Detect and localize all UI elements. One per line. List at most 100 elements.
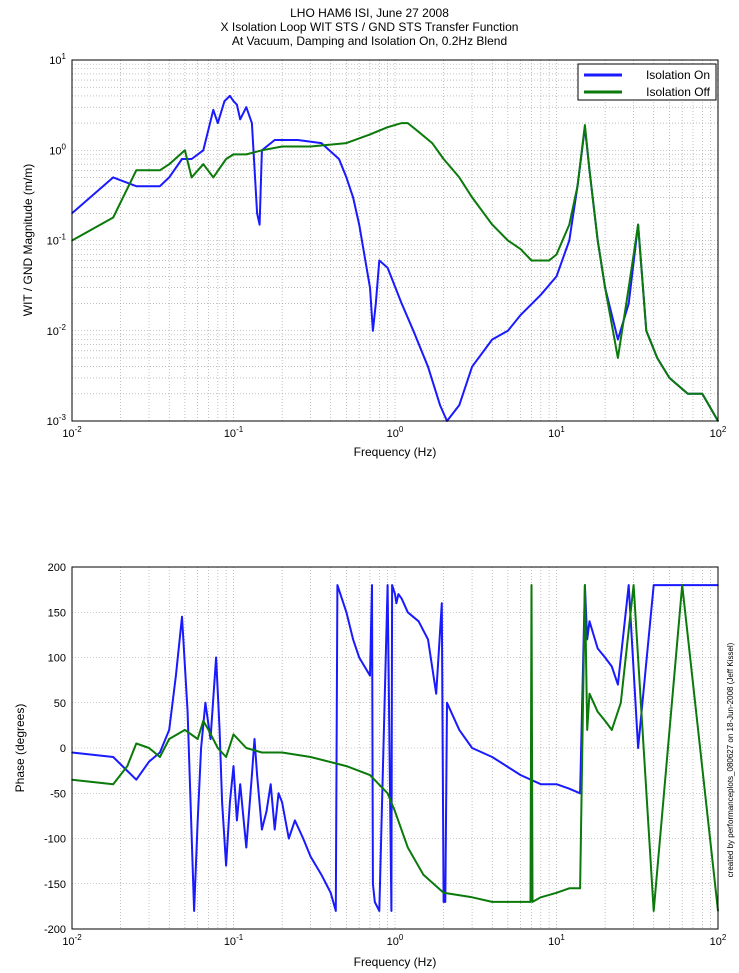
magnitude-point-isolation-off xyxy=(400,122,403,124)
phase-point-isolation-on xyxy=(386,584,389,586)
phase-point-isolation-on xyxy=(112,756,114,758)
magnitude-point-isolation-off xyxy=(540,259,542,262)
phase-point-isolation-on xyxy=(148,760,150,763)
magnitude-point-isolation-on xyxy=(378,259,381,262)
phase-point-isolation-off xyxy=(281,751,283,754)
phase-point-isolation-on xyxy=(256,774,258,776)
magnitude-x-tick-label: 100 xyxy=(387,425,404,440)
phase-point-isolation-off xyxy=(309,756,312,758)
magnitude-point-isolation-on xyxy=(375,302,377,305)
magnitude-point-isolation-on xyxy=(439,404,441,406)
magnitude-point-isolation-off xyxy=(458,176,461,179)
phase-point-isolation-off xyxy=(529,901,532,903)
phase-point-isolation-on xyxy=(181,616,183,618)
phase-point-isolation-off xyxy=(135,742,138,745)
magnitude-point-isolation-off xyxy=(369,133,371,136)
phase-point-isolation-on xyxy=(568,787,571,790)
magnitude-point-isolation-off xyxy=(617,357,619,359)
magnitude-point-isolation-off xyxy=(668,377,671,379)
phase-point-isolation-on xyxy=(391,584,393,586)
magnitude-point-isolation-on xyxy=(540,294,542,296)
phase-plot: 10-2 10-1 100 101 102 -200 -150 -100 -50 0 50 100 15… xyxy=(13,562,727,969)
phase-point-isolation-on xyxy=(168,729,170,731)
phase-point-isolation-off xyxy=(579,887,581,890)
phase-point-isolation-on xyxy=(320,873,323,876)
phase-point-isolation-on xyxy=(239,783,241,785)
phase-point-isolation-off xyxy=(369,774,371,776)
magnitude-point-isolation-off xyxy=(159,169,161,172)
phase-point-isolation-on xyxy=(232,765,235,767)
magnitude-point-isolation-on xyxy=(338,158,340,160)
phase-point-isolation-on xyxy=(395,602,398,604)
phase-point-isolation-off xyxy=(568,887,571,890)
phase-x-tick-label: 100 xyxy=(387,933,404,948)
phase-point-isolation-on xyxy=(277,792,280,795)
phase-point-isolation-off xyxy=(422,873,425,876)
phase-point-isolation-on xyxy=(352,638,354,641)
magnitude-x-tick-label: 101 xyxy=(548,425,565,440)
phase-point-isolation-off xyxy=(184,729,186,731)
phase-point-isolation-on xyxy=(400,597,403,600)
phase-point-isolation-on xyxy=(204,702,207,704)
magnitude-point-isolation-on xyxy=(245,106,248,108)
phase-point-isolation-off xyxy=(217,747,219,749)
phase-point-isolation-on xyxy=(209,738,212,740)
magnitude-point-isolation-on xyxy=(159,185,161,187)
magnitude-x-tick-label: 102 xyxy=(710,425,727,440)
phase-y-tick-label: 0 xyxy=(60,743,66,755)
magnitude-point-isolation-off xyxy=(576,185,579,187)
magnitude-point-isolation-off xyxy=(596,239,599,242)
phase-x-tick-label: 10-2 xyxy=(62,933,82,948)
magnitude-point-isolation-on xyxy=(251,122,253,124)
phase-point-isolation-on xyxy=(371,584,373,586)
magnitude-point-isolation-on xyxy=(568,239,571,242)
phase-point-isolation-off xyxy=(232,733,235,736)
phase-point-isolation-on xyxy=(245,846,248,849)
magnitude-x-tick-label: 10-1 xyxy=(224,425,244,440)
phase-point-isolation-on xyxy=(435,692,438,695)
phase-point-isolation-off xyxy=(225,756,227,758)
magnitude-point-isolation-on xyxy=(223,100,226,102)
magnitude-y-tick-label: 100 xyxy=(49,142,66,157)
phase-point-isolation-on xyxy=(519,774,522,776)
phase-point-isolation-off xyxy=(632,584,635,586)
phase-point-isolation-on xyxy=(236,819,238,822)
phase-point-isolation-on xyxy=(135,778,138,781)
phase-y-tick-label: -150 xyxy=(44,879,66,891)
magnitude-point-isolation-off xyxy=(168,163,170,165)
phase-point-isolation-on xyxy=(229,801,231,804)
magnitude-point-isolation-off xyxy=(519,248,522,250)
phase-point-isolation-on xyxy=(637,747,639,749)
magnitude-point-isolation-on xyxy=(297,139,299,141)
magnitude-point-isolation-on xyxy=(181,158,183,160)
phase-point-isolation-on xyxy=(225,864,227,867)
magnitude-point-isolation-on xyxy=(239,118,241,121)
phase-point-isolation-on xyxy=(397,593,400,595)
phase-point-isolation-on xyxy=(394,593,396,595)
phase-point-isolation-on xyxy=(175,674,177,677)
phase-point-isolation-on xyxy=(407,611,409,614)
phase-point-isolation-on xyxy=(441,602,443,604)
phase-grid xyxy=(71,566,719,930)
phase-series xyxy=(71,584,719,912)
phase-point-isolation-off xyxy=(531,901,534,903)
phase-point-isolation-off xyxy=(148,747,150,749)
phase-point-isolation-on xyxy=(345,611,348,614)
phase-point-isolation-on xyxy=(374,901,376,903)
magnitude-point-isolation-on xyxy=(471,365,473,368)
phase-point-isolation-off xyxy=(112,783,114,785)
phase-point-isolation-off xyxy=(620,702,622,704)
magnitude-point-isolation-on xyxy=(358,223,361,226)
phase-point-isolation-on xyxy=(215,656,217,659)
phase-point-isolation-on xyxy=(294,819,296,822)
magnitude-point-isolation-on xyxy=(168,176,170,179)
magnitude-point-isolation-off xyxy=(627,286,630,289)
phase-point-isolation-on xyxy=(288,837,290,840)
magnitude-point-isolation-off xyxy=(604,286,606,289)
phase-point-isolation-off xyxy=(245,747,248,749)
phase-y-tick-label: -100 xyxy=(44,834,66,846)
magnitude-point-isolation-off xyxy=(471,196,473,199)
phase-point-isolation-on xyxy=(273,828,276,831)
phase-x-axis-label: Frequency (Hz) xyxy=(354,955,437,969)
phase-y-tick-label: 150 xyxy=(48,607,66,619)
